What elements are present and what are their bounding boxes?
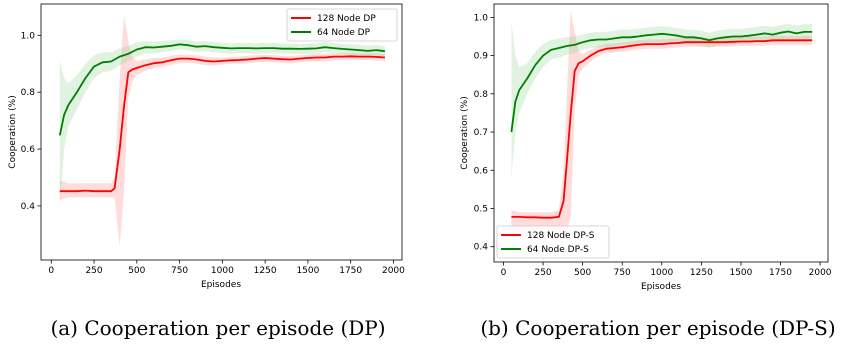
legend-label-64-node-dp: 64 Node DP <box>317 28 371 38</box>
band-64-node-dp-s <box>511 21 813 178</box>
chart-b-yticks: 0.4 0.5 0.6 0.7 0.8 0.9 1.0 <box>474 13 494 253</box>
chart-b-xlabel: Episodes <box>641 282 681 292</box>
y-tick-label: 0.6 <box>21 145 36 155</box>
band-128-node-dp-s <box>511 9 813 232</box>
y-tick-label: 0.4 <box>474 243 489 253</box>
chart-a-lines <box>58 43 386 193</box>
y-tick-label: 0.5 <box>474 204 488 214</box>
chart-b-legend: 128 Node DP-S 64 Node DP-S <box>496 225 610 259</box>
chart-b-lines <box>510 30 813 219</box>
x-tick-label: 750 <box>171 266 188 276</box>
x-tick-label: 1000 <box>650 268 673 278</box>
x-tick-label: 0 <box>48 266 54 276</box>
series-line-64-node-dp-s <box>510 30 813 133</box>
legend-label-64-node-dp-s: 64 Node DP-S <box>527 245 589 255</box>
chart-b-xticks: 0 250 500 750 1000 1250 1500 1750 2000 <box>501 262 832 278</box>
chart-b-ylabel: Cooperation (%) <box>460 96 470 169</box>
y-tick-label: 0.9 <box>474 52 489 62</box>
caption-b: (b) Cooperation per episode (DP-S) <box>480 316 835 340</box>
chart-a-bands <box>59 15 385 246</box>
x-tick-label: 1750 <box>769 268 792 278</box>
x-tick-label: 250 <box>85 266 102 276</box>
y-tick-label: 1.0 <box>21 31 36 41</box>
panel-b: 0 250 500 750 1000 1250 1500 1750 2000 0.4 0.5 0.6… <box>460 3 836 340</box>
x-tick-label: 500 <box>128 266 145 276</box>
y-tick-label: 1.0 <box>474 13 489 23</box>
chart-a-yticks: 0.4 0.6 0.8 1.0 <box>21 31 41 212</box>
y-tick-label: 0.6 <box>474 166 489 176</box>
x-tick-label: 1750 <box>339 266 362 276</box>
legend-label-128-node-dp: 128 Node DP <box>317 14 376 24</box>
panel-a: 0 250 500 750 1000 1250 1500 1750 2000 0.4 0.6 0.8… <box>8 3 405 340</box>
chart-a-xlabel: Episodes <box>201 280 241 290</box>
chart-b-frame <box>493 3 829 263</box>
y-tick-label: 0.4 <box>21 202 36 212</box>
chart-a-xticks: 0 250 500 750 1000 1250 1500 1750 2000 <box>48 260 405 276</box>
y-tick-label: 0.7 <box>474 128 488 138</box>
x-tick-label: 1000 <box>211 266 234 276</box>
x-tick-label: 0 <box>501 268 507 278</box>
chart-a-legend: 128 Node DP 64 Node DP <box>286 8 398 42</box>
x-tick-label: 500 <box>574 268 591 278</box>
x-tick-label: 1500 <box>729 268 752 278</box>
chart-a-frame <box>40 3 403 261</box>
x-tick-label: 1250 <box>690 268 713 278</box>
x-tick-label: 1500 <box>296 266 319 276</box>
x-tick-label: 2000 <box>809 268 832 278</box>
x-tick-label: 750 <box>614 268 631 278</box>
y-tick-label: 0.8 <box>474 90 489 100</box>
series-line-64-node-dp <box>58 43 386 136</box>
series-line-128-node-dp <box>59 55 385 193</box>
chart-a-legend-box <box>286 8 398 42</box>
x-tick-label: 250 <box>534 268 551 278</box>
series-line-128-node-dp-s <box>511 39 813 219</box>
caption-a: (a) Cooperation per episode (DP) <box>50 316 385 340</box>
chart-b-bands <box>511 9 813 232</box>
x-tick-label: 1250 <box>254 266 277 276</box>
y-tick-label: 0.8 <box>21 88 36 98</box>
chart-a-ylabel: Cooperation (%) <box>8 95 18 168</box>
legend-label-128-node-dp-s: 128 Node DP-S <box>527 231 595 241</box>
chart-b-legend-box <box>496 225 610 259</box>
x-tick-label: 2000 <box>382 266 405 276</box>
